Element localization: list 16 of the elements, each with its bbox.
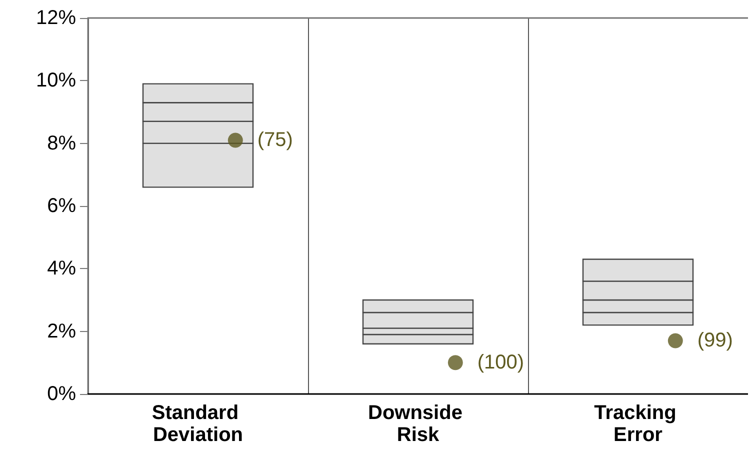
y-tick-label: 4% (47, 258, 76, 280)
y-tick-label: 0% (47, 383, 76, 405)
x-tick-label: Downside Risk (368, 402, 468, 446)
y-tick-label: 12% (36, 7, 76, 29)
point (668, 333, 683, 348)
x-tick-label: Tracking Error (594, 402, 682, 446)
point (448, 355, 463, 370)
y-tick-label: 6% (47, 195, 76, 217)
annotation: (99) (697, 330, 733, 352)
annotation: (75) (257, 129, 293, 152)
point (228, 132, 243, 148)
annotation: (100) (477, 352, 524, 374)
y-tick-label: 2% (47, 320, 76, 342)
y-tick-label: 10% (36, 70, 76, 92)
y-tick-label: 8% (47, 132, 76, 154)
x-tick-label: Standard Deviation (152, 402, 244, 446)
